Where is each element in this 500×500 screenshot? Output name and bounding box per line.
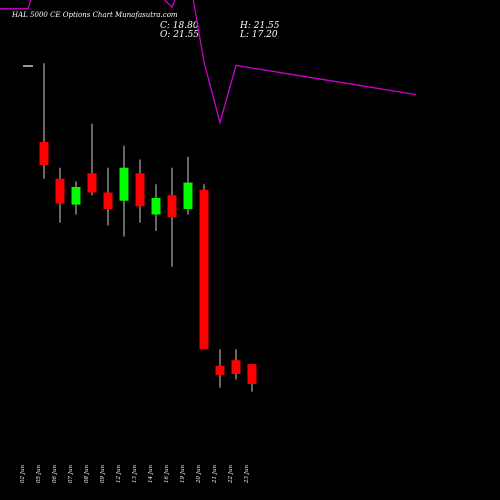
candle-up bbox=[183, 182, 193, 209]
candle-down bbox=[247, 364, 257, 384]
candle-down bbox=[167, 195, 177, 218]
x-tick-label: 06 Jun bbox=[52, 465, 58, 483]
x-tick-label: 14 Jun bbox=[148, 465, 154, 483]
x-tick-label: 23 Jun bbox=[244, 465, 250, 484]
x-tick-label: 20 Jun bbox=[196, 465, 202, 484]
candle-up bbox=[151, 198, 161, 215]
low-value: L: 17.20 bbox=[240, 30, 278, 40]
x-tick-label: 22 Jun bbox=[228, 465, 234, 484]
magenta-indicator-line bbox=[0, 0, 417, 126]
x-tick-label: 07 Jun bbox=[68, 465, 74, 483]
candle-down bbox=[55, 178, 65, 204]
close-value: C: 18.80 bbox=[160, 21, 199, 31]
high-value: H: 21.55 bbox=[240, 21, 280, 31]
x-tick-label: 19 Jun bbox=[180, 465, 186, 483]
candle-down bbox=[231, 360, 241, 374]
candle-down bbox=[103, 192, 113, 209]
x-tick-label: 09 Jun bbox=[100, 465, 106, 483]
candle-down bbox=[215, 365, 225, 376]
x-tick-label: 12 Jun bbox=[116, 465, 122, 483]
candle-up bbox=[119, 167, 129, 201]
candle-down bbox=[87, 173, 97, 193]
candle-up bbox=[71, 187, 81, 205]
x-tick-label: 16 Jun bbox=[164, 465, 170, 483]
candle-down bbox=[39, 141, 49, 165]
x-tick-label: 02 Jun bbox=[20, 465, 26, 483]
x-tick-label: 13 Jun bbox=[132, 465, 138, 483]
x-tick-label: 21 Jun bbox=[212, 465, 218, 484]
candle-down bbox=[199, 189, 209, 350]
open-value: O: 21.55 bbox=[160, 30, 200, 40]
chart-title: HAL 5000 CE Options Chart Munafasutra.co… bbox=[12, 11, 178, 19]
x-tick-label: 05 Jun bbox=[36, 465, 42, 483]
x-tick-label: 08 Jun bbox=[84, 465, 90, 483]
candle-down bbox=[135, 173, 145, 207]
